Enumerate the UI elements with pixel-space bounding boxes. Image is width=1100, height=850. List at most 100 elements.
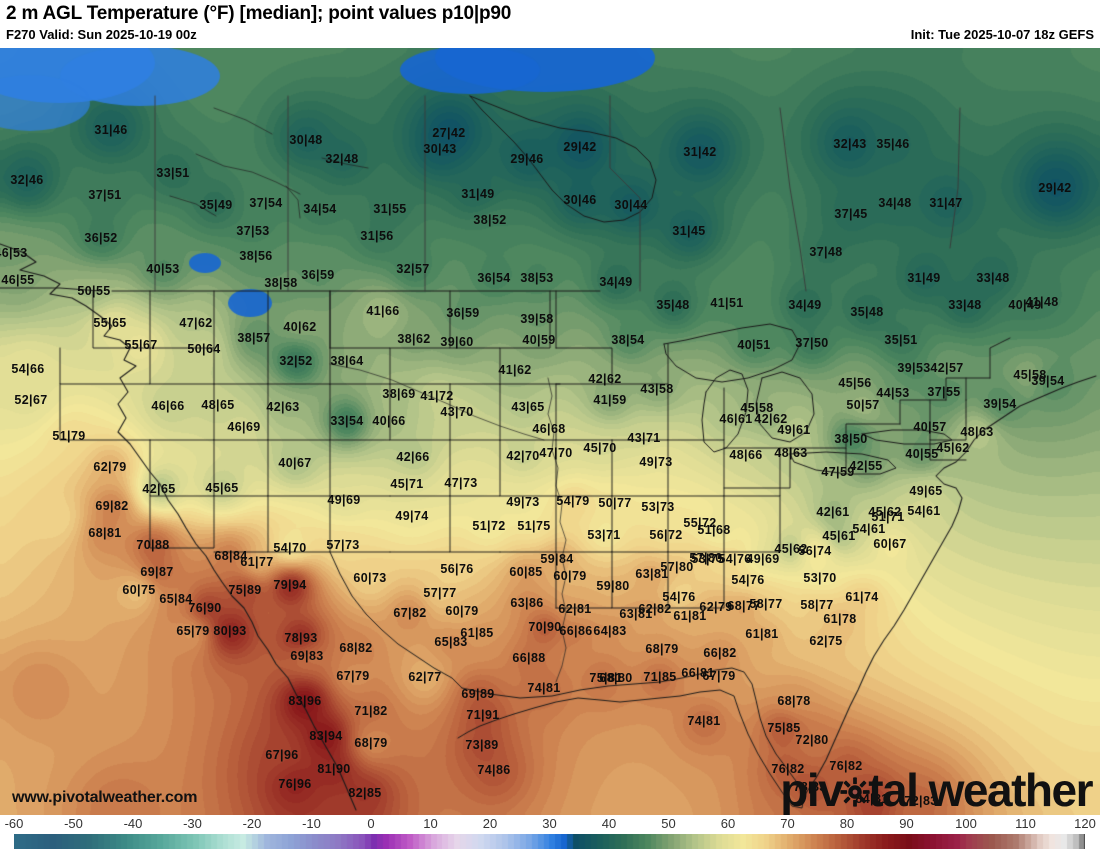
point-value-label: 31|42 <box>683 145 717 159</box>
point-value-label: 69|83 <box>290 649 324 663</box>
point-value-label: 48|66 <box>729 448 763 462</box>
point-value-label: 67|82 <box>393 606 427 620</box>
point-value-label: 39|54 <box>1031 374 1065 388</box>
point-value-label: 30|43 <box>423 142 457 156</box>
point-value-label: 38|56 <box>239 249 273 263</box>
point-value-label: 57|77 <box>423 586 457 600</box>
point-value-label: 47|59 <box>821 465 855 479</box>
point-value-label: 62|79 <box>699 600 733 614</box>
point-value-label: 75|85 <box>767 721 801 735</box>
point-value-label: 40|49 <box>1008 298 1042 312</box>
point-value-label: 57|80 <box>689 551 723 565</box>
point-value-label: 70|88 <box>136 538 170 552</box>
point-value-label: 31|49 <box>461 187 495 201</box>
point-value-label: 49|73 <box>506 495 540 509</box>
point-value-label: 60|79 <box>445 604 479 618</box>
point-value-label: 70|90 <box>528 620 562 634</box>
point-value-label: 83|94 <box>309 729 343 743</box>
point-value-label: 53|71 <box>587 528 621 542</box>
colorbar-tick: 20 <box>482 816 498 831</box>
point-value-label: 29|42 <box>563 140 597 154</box>
point-value-label: 37|55 <box>927 385 961 399</box>
point-value-label: 58|77 <box>800 598 834 612</box>
colorbar-tick: 10 <box>423 816 438 831</box>
colorbar-tick: 0 <box>367 816 375 831</box>
point-value-label: 51|72 <box>472 519 506 533</box>
point-value-label: 34|54 <box>303 202 337 216</box>
point-value-label: 82|85 <box>348 786 382 800</box>
point-value-label: 31|55 <box>373 202 407 216</box>
point-value-label: 72|83 <box>904 794 938 808</box>
point-value-label: 56|76 <box>440 562 474 576</box>
point-value-label: 48|63 <box>960 425 994 439</box>
point-value-label: 69|89 <box>461 687 495 701</box>
point-value-label: 69|87 <box>140 565 174 579</box>
colorbar-gradient[interactable] <box>14 834 1085 849</box>
point-value-label: 62|79 <box>93 460 127 474</box>
temperature-map[interactable]: 31|46 32|46 33|51 37|51 35|49 37|54 34|54 36|52… <box>0 48 1100 815</box>
point-value-label: 51|75 <box>517 519 551 533</box>
point-value-label: 73|89 <box>465 738 499 752</box>
point-value-label: 45|71 <box>390 477 424 491</box>
colorbar-tick: 120 <box>1074 816 1096 831</box>
point-value-label: 68|78 <box>777 694 811 708</box>
point-value-label: 48|65 <box>201 398 235 412</box>
point-value-label: 83|96 <box>288 694 322 708</box>
point-value-label: 60|73 <box>353 571 387 585</box>
point-value-label: 50|57 <box>846 398 880 412</box>
point-value-label: 68|80 <box>599 671 633 685</box>
point-value-label: 71|82 <box>354 704 388 718</box>
point-value-label: 64|83 <box>593 624 627 638</box>
point-value-label: 31|49 <box>907 271 941 285</box>
point-value-label: 60|75 <box>122 583 156 597</box>
point-value-label: 57|73 <box>326 538 360 552</box>
point-value-label: 54|79 <box>556 494 590 508</box>
point-value-label: 62|75 <box>809 634 843 648</box>
point-value-label: 78|83 <box>793 780 827 794</box>
point-value-label: 40|57 <box>913 420 947 434</box>
point-value-label: 61|85 <box>460 626 494 640</box>
point-value-label: 31|56 <box>360 229 394 243</box>
point-value-label: 50|55 <box>77 284 111 298</box>
point-value-label: 38|50 <box>834 432 868 446</box>
point-value-label: 49|73 <box>639 455 673 469</box>
point-value-label: 62|81 <box>558 602 592 616</box>
colorbar-tick: 50 <box>661 816 676 831</box>
colorbar-tick: 90 <box>899 816 914 831</box>
point-value-label: 42|66 <box>396 450 430 464</box>
point-value-label: 40|53 <box>146 262 180 276</box>
colorbar-tick: 100 <box>955 816 977 831</box>
point-value-label: 41|51 <box>710 296 744 310</box>
point-value-label: 67|96 <box>265 748 299 762</box>
point-value-label: 68|84 <box>214 549 248 563</box>
point-value-label: 33|54 <box>330 414 364 428</box>
point-value-label: 33|48 <box>948 298 982 312</box>
point-value-label: 50|77 <box>598 496 632 510</box>
point-value-label: 30|46 <box>563 193 597 207</box>
point-value-label: 48|63 <box>774 446 808 460</box>
point-value-label: 40|55 <box>905 447 939 461</box>
point-value-label: 40|66 <box>372 414 406 428</box>
point-value-label: 37|54 <box>249 196 283 210</box>
colorbar-tick-labels: -60 -50 -40 -30 -20 -10 0 10 20 30 40 50 60 70 80 90 100… <box>0 815 1100 833</box>
point-value-label: 37|53 <box>236 224 270 238</box>
point-value-label: 47|62 <box>179 316 213 330</box>
point-value-label: 39|60 <box>440 335 474 349</box>
point-value-label: 42|55 <box>849 459 883 473</box>
colorbar-tick: 40 <box>601 816 617 831</box>
point-value-label: 54|61 <box>907 504 941 518</box>
point-value-label: 46|66 <box>151 399 185 413</box>
point-value-label: 54|66 <box>11 362 45 376</box>
point-value-label: 32|52 <box>279 354 313 368</box>
point-value-label: 51|68 <box>697 523 731 537</box>
point-value-label: 62|77 <box>408 670 442 684</box>
point-value-label: 74|86 <box>477 763 511 777</box>
point-value-label: 42|61 <box>816 505 850 519</box>
point-value-label: 59|84 <box>540 552 574 566</box>
point-value-label: 68|82 <box>339 641 373 655</box>
point-value-label: 41|59 <box>593 393 627 407</box>
point-value-label: 54|70 <box>273 541 307 555</box>
point-value-label: 80|93 <box>213 624 247 638</box>
point-value-label: 35|48 <box>656 298 690 312</box>
